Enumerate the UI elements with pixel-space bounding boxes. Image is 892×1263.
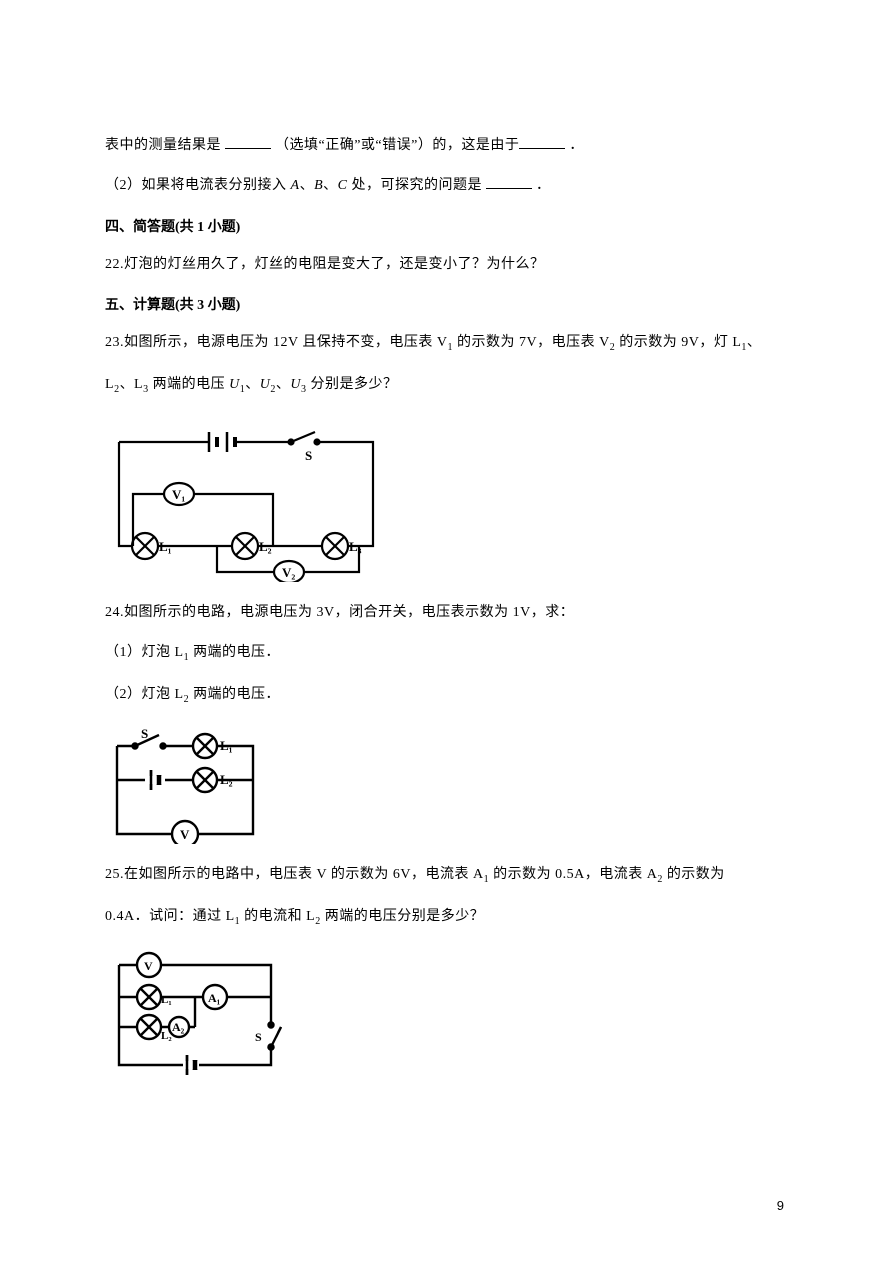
question-22: 22.灯泡的灯丝用久了，灯丝的电阻是变大了，还是变小了？为什么？	[105, 254, 787, 276]
text: 两端的电压．	[189, 645, 280, 660]
label-l3: L₃	[349, 539, 362, 554]
label-v1: V₁	[172, 487, 185, 502]
text: 表中的测量结果是	[105, 138, 225, 153]
var-u: U	[290, 377, 301, 392]
text: 、	[276, 377, 291, 392]
text: 的示数为 0.5A，电流表 A	[489, 867, 657, 882]
continuation-line-2: （2）如果将电流表分别接入 A、B、C 处，可探究的问题是 ．	[105, 175, 787, 197]
figure-25: V L₁ A₁ L₂ A₂ S	[105, 947, 787, 1077]
section-4-heading: 四、简答题(共 1 小题)	[105, 216, 787, 236]
figure-23: S V₁ V₂ L₁ L₂ L₃	[105, 416, 787, 582]
text: 分别是多少？	[307, 377, 398, 392]
text: 、	[747, 335, 762, 350]
label-v2: V₂	[282, 565, 295, 580]
text: （2）灯泡 L	[105, 687, 184, 702]
text: 的电流和 L	[240, 909, 315, 924]
question-24-sub-2: （2）灯泡 L2 两端的电压．	[105, 684, 787, 708]
blank	[519, 135, 565, 149]
section-5-heading: 五、计算题(共 3 小题)	[105, 294, 787, 314]
label-s: S	[141, 726, 148, 741]
period: ．	[565, 138, 584, 153]
text: 23.如图所示，电源电压为 12V 且保持不变，电压表 V	[105, 335, 447, 350]
point-c: C	[338, 178, 348, 193]
question-23-line-2: L2、L3 两端的电压 U1、U2、U3 分别是多少？	[105, 374, 787, 398]
text: 处，可探究的问题是	[347, 178, 486, 193]
text: 的示数为 9V，灯 L	[615, 335, 741, 350]
text: 两端的电压	[149, 377, 230, 392]
text: （选填“正确”或“错误”）的，这是由于	[275, 138, 519, 153]
text: （1）灯泡 L	[105, 645, 184, 660]
label-a1: A₁	[208, 991, 221, 1005]
label-v: V	[180, 827, 190, 842]
circuit-diagram-24: S L₁ L₂ V	[105, 726, 265, 844]
label-l1: L₁	[161, 994, 172, 1006]
text: （2）如果将电流表分别接入	[105, 178, 291, 193]
text: 两端的电压分别是多少？	[321, 909, 485, 924]
sep: 、	[323, 178, 338, 193]
page-number: 9	[777, 1198, 784, 1213]
label-l1: L₁	[159, 539, 172, 554]
circuit-diagram-25: V L₁ A₁ L₂ A₂ S	[105, 947, 285, 1077]
continuation-line-1: 表中的测量结果是 （选填“正确”或“错误”）的，这是由于 ．	[105, 135, 787, 157]
text: 、	[245, 377, 260, 392]
var-u: U	[229, 377, 240, 392]
label-l2: L₂	[220, 772, 233, 787]
question-24: 24.如图所示的电路，电源电压为 3V，闭合开关，电压表示数为 1V，求：	[105, 602, 787, 624]
point-b: B	[314, 178, 323, 193]
label-s: S	[305, 448, 312, 463]
label-a2: A₂	[172, 1020, 185, 1034]
question-25-line-2: 0.4A．试问：通过 L1 的电流和 L2 两端的电压分别是多少？	[105, 906, 787, 930]
var-u: U	[260, 377, 271, 392]
point-a: A	[291, 178, 300, 193]
question-23-line-1: 23.如图所示，电源电压为 12V 且保持不变，电压表 V1 的示数为 7V，电…	[105, 332, 787, 356]
text: 两端的电压．	[189, 687, 280, 702]
text: 0.4A．试问：通过 L	[105, 909, 235, 924]
label-v: V	[144, 959, 153, 973]
period: ．	[532, 178, 551, 193]
blank	[225, 135, 271, 149]
circuit-diagram-23: S V₁ V₂ L₁ L₂ L₃	[105, 416, 387, 582]
text: 、L	[120, 377, 144, 392]
text: L	[105, 377, 114, 392]
label-l2: L₂	[161, 1030, 172, 1042]
sep: 、	[300, 178, 315, 193]
figure-24: S L₁ L₂ V	[105, 726, 787, 844]
text: 25.在如图所示的电路中，电压表 V 的示数为 6V，电流表 A	[105, 867, 484, 882]
text: 的示数为 7V，电压表 V	[453, 335, 610, 350]
text: 的示数为	[663, 867, 725, 882]
question-24-sub-1: （1）灯泡 L1 两端的电压．	[105, 642, 787, 666]
label-s: S	[255, 1030, 262, 1044]
label-l2: L₂	[259, 539, 272, 554]
blank	[486, 175, 532, 189]
question-25-line-1: 25.在如图所示的电路中，电压表 V 的示数为 6V，电流表 A1 的示数为 0…	[105, 864, 787, 888]
label-l1: L₁	[220, 738, 233, 753]
